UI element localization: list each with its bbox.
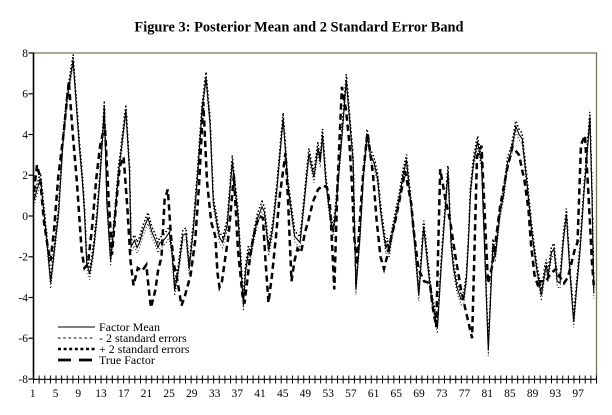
- svg-text:25: 25: [163, 388, 175, 400]
- svg-text:- 2 standard errors: - 2 standard errors: [99, 331, 187, 345]
- svg-text:89: 89: [527, 388, 539, 400]
- svg-text:5: 5: [53, 388, 59, 400]
- svg-text:97: 97: [572, 388, 584, 400]
- svg-text:9: 9: [75, 388, 81, 400]
- svg-text:Factor Mean: Factor Mean: [99, 320, 160, 334]
- svg-text:77: 77: [459, 388, 471, 400]
- svg-text:33: 33: [209, 388, 221, 400]
- svg-text:-2: -2: [18, 252, 28, 264]
- svg-text:93: 93: [550, 388, 562, 400]
- svg-text:37: 37: [232, 388, 244, 400]
- svg-text:61: 61: [368, 388, 380, 400]
- svg-text:13: 13: [95, 388, 107, 400]
- svg-text:81: 81: [481, 388, 493, 400]
- svg-text:1: 1: [30, 388, 36, 400]
- svg-text:21: 21: [141, 388, 153, 400]
- svg-text:Figure 3: Posterior Mean and 2: Figure 3: Posterior Mean and 2 Standard …: [134, 20, 463, 36]
- svg-text:45: 45: [277, 388, 289, 400]
- svg-text:2: 2: [22, 170, 28, 182]
- svg-text:69: 69: [413, 388, 425, 400]
- svg-text:4: 4: [22, 129, 28, 141]
- svg-text:+ 2 standard errors: + 2 standard errors: [99, 342, 190, 356]
- svg-text:85: 85: [504, 388, 516, 400]
- svg-text:29: 29: [186, 388, 198, 400]
- svg-text:6: 6: [22, 89, 28, 101]
- svg-text:0: 0: [22, 211, 28, 223]
- svg-text:17: 17: [118, 388, 130, 400]
- svg-text:53: 53: [322, 388, 334, 400]
- svg-text:57: 57: [345, 388, 357, 400]
- svg-text:True Factor: True Factor: [99, 353, 155, 367]
- svg-text:8: 8: [22, 48, 28, 60]
- svg-text:73: 73: [436, 388, 448, 400]
- svg-text:65: 65: [391, 388, 403, 400]
- svg-text:-8: -8: [18, 374, 28, 386]
- svg-text:-4: -4: [18, 292, 28, 304]
- svg-text:41: 41: [254, 388, 266, 400]
- svg-text:49: 49: [300, 388, 312, 400]
- svg-text:-6: -6: [18, 333, 28, 345]
